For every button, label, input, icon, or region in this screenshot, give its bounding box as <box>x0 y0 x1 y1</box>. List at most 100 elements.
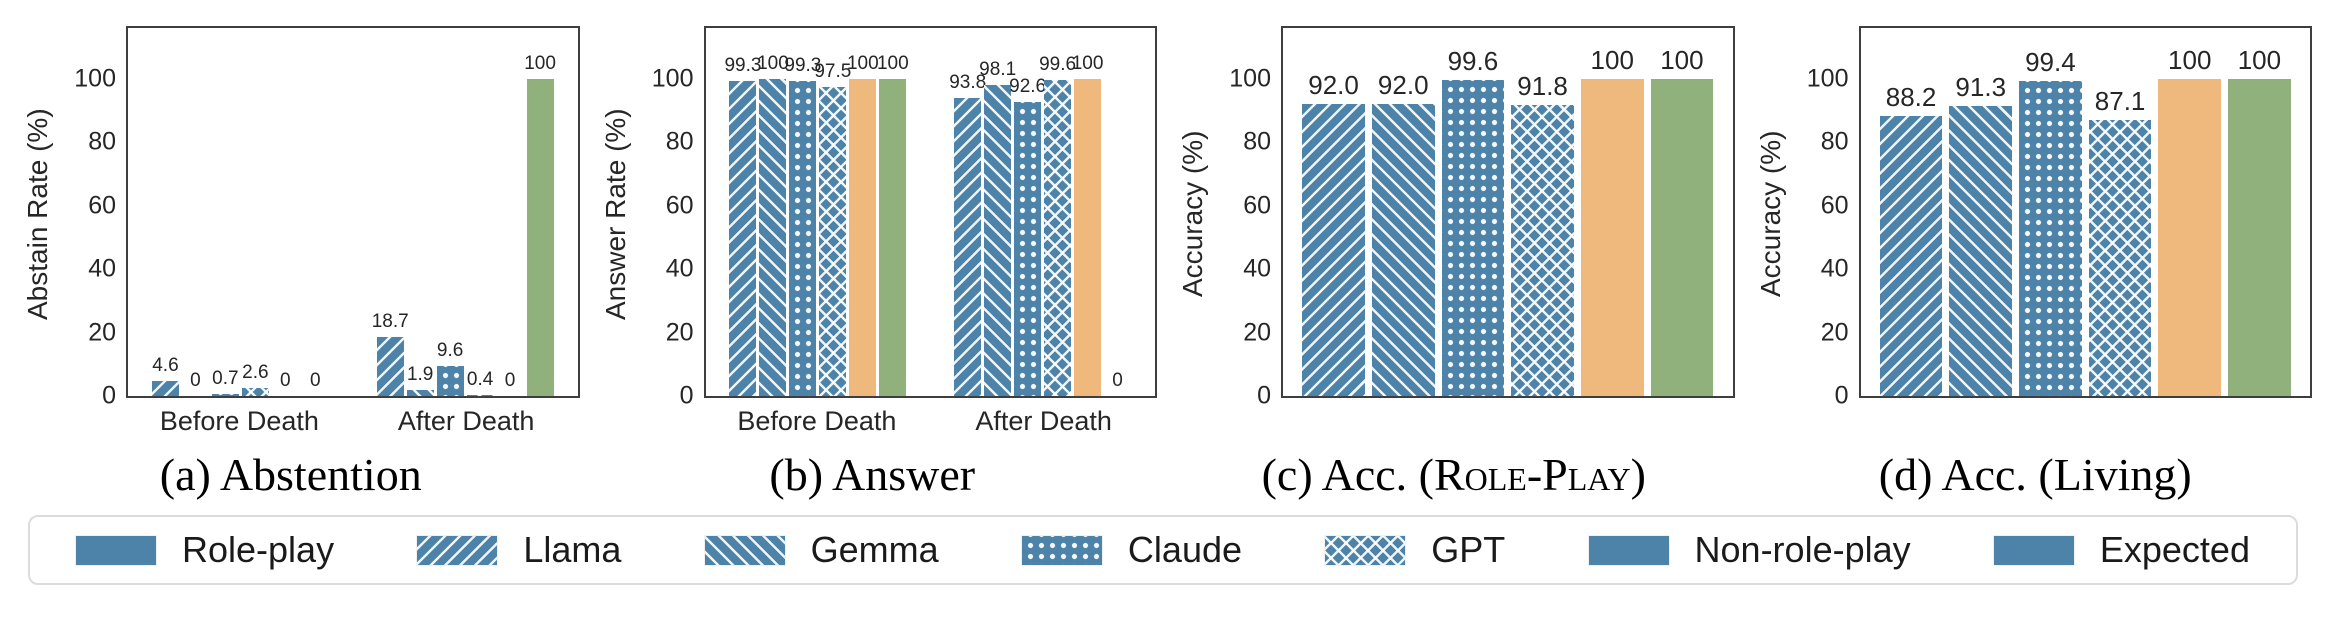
y-tick-label: 0 <box>679 381 694 410</box>
bar-slot: 100 <box>1577 28 1647 396</box>
y-tick-label: 60 <box>1243 191 1271 220</box>
bar-claude <box>2019 80 2082 396</box>
legend-label: Non-role-play <box>1694 529 1911 570</box>
bar-claude <box>1441 80 1505 396</box>
bar-expected <box>1650 78 1714 396</box>
captions-row: (a) Abstention (b) Answer (c) Acc. (Role… <box>0 448 2326 501</box>
bar-value-label: 99.3 <box>784 54 822 76</box>
bar-group: 88.2 91.3 99.4 87.1 100 100 <box>1876 28 2294 396</box>
y-tick-label: 0 <box>1834 381 1849 410</box>
bar-value-label: 99.3 <box>724 54 762 76</box>
x-tick-label <box>1995 406 2176 440</box>
bar-slot: 99.3 <box>724 28 761 396</box>
bar-value-label: 100 <box>846 52 879 74</box>
bar-slot: 1.9 <box>405 28 435 396</box>
bar-slot: 0.4 <box>465 28 495 396</box>
bar-gpt <box>819 86 847 396</box>
bar-slot: 0 <box>300 28 330 396</box>
bar-value-label: 4.6 <box>152 355 179 377</box>
legend-item-claude: Claude <box>1020 529 1242 571</box>
legend-swatch-solid-blue <box>75 534 157 566</box>
legend-label: GPT <box>1431 529 1506 570</box>
y-tick-label: 20 <box>665 318 694 347</box>
legend-item-role-play: Role-play <box>75 529 334 571</box>
bar-group: 18.7 1.9 9.6 0.4 0 100 <box>372 28 556 396</box>
bar-value-label: 100 <box>757 52 789 74</box>
bar-slot: 18.7 <box>372 28 409 396</box>
bar-value-label: 98.1 <box>979 58 1017 80</box>
bar-value-label: 99.6 <box>1447 46 1499 77</box>
bar-claude <box>211 393 239 396</box>
bar-llama <box>1879 116 1943 396</box>
bar-gemma <box>1371 104 1435 396</box>
bar-slot: 99.6 <box>1039 28 1076 396</box>
bar-llama <box>1302 104 1365 396</box>
x-axis-ticks <box>1859 398 2313 440</box>
bar-value-label: 9.6 <box>436 339 464 361</box>
plot-area: 0 20 40 60 80 100 4.6 0 0.7 2.6 0 0 18.7 1.9 9.6 0.4 0 10… <box>74 26 580 408</box>
bar-value-label: 1.9 <box>406 363 434 385</box>
legend-swatch-dots <box>1020 534 1103 566</box>
y-tick-label: 0 <box>102 381 116 410</box>
y-tick-label: 0 <box>1257 381 1271 410</box>
caption-c: (c) Acc. (Role-Play) <box>1163 448 1745 501</box>
bar-slot: 99.6 <box>1438 28 1508 396</box>
x-axis-ticks: Before Death After Death <box>126 398 580 440</box>
bar-claude <box>789 80 817 396</box>
plot-column: 0 20 40 60 80 100 88.2 91.3 99.4 87.1 100 100 <box>1793 26 2313 440</box>
y-axis-label: Abstain Rate (%) <box>22 108 53 320</box>
bar-claude <box>436 365 464 396</box>
caption-c-smallcaps: Role-Play <box>1433 449 1631 500</box>
y-tick-label: 100 <box>1806 64 1849 93</box>
bar-value-label: 100 <box>1071 52 1104 74</box>
bar-llama <box>151 381 179 396</box>
legend-item-llama: Llama <box>416 529 621 571</box>
bar-slot: 0 <box>1103 28 1133 396</box>
bar-llama <box>954 98 982 396</box>
bar-value-label: 100 <box>1590 44 1634 75</box>
bar-value-label: 2.6 <box>242 361 269 383</box>
bar-value-label: 92.0 <box>1377 70 1429 101</box>
bar-gemma <box>406 389 434 396</box>
bar-value-label: 91.8 <box>1517 70 1568 101</box>
bar-non-role-play <box>2158 78 2222 396</box>
y-axis-label: Accuracy (%) <box>1177 130 1208 298</box>
bar-gpt <box>466 394 494 396</box>
bar-value-label: 0.4 <box>466 368 494 390</box>
bar-slot: 0 <box>180 28 210 396</box>
bar-value-label: 92.0 <box>1308 70 1359 101</box>
legend-swatch-hatch-fwd <box>416 534 499 566</box>
bar-slot: 0 <box>270 28 300 396</box>
chart-panel-answer: Answer Rate (%) 0 20 40 60 80 100 99.3 100 99.3 9… <box>586 26 1164 440</box>
y-tick-label: 100 <box>651 64 694 93</box>
bar-group: 99.3 100 99.3 97.5 100 100 <box>724 28 909 396</box>
bar-value-label: 100 <box>2237 44 2282 75</box>
chart-panel-acc-living: Accuracy (%) 0 20 40 60 80 100 88.2 91.3 99.4 87.… <box>1741 26 2319 440</box>
bar-slot: 98.1 <box>979 28 1016 396</box>
bar-slot: 91.8 <box>1508 28 1578 396</box>
y-tick-label: 20 <box>1820 318 1849 347</box>
bar-value-label: 0 <box>310 370 321 391</box>
bar-slot: 100 <box>1647 28 1717 396</box>
y-tick-label: 40 <box>1820 254 1849 283</box>
caption-b: (b) Answer <box>769 449 976 500</box>
y-tick-label: 80 <box>1243 127 1271 156</box>
plot-column: 0 20 40 60 80 100 4.6 0 0.7 2.6 0 0 18.7 1.9 9.6 0.4 0 10… <box>60 26 580 440</box>
bar-gemma <box>984 84 1012 396</box>
bar-expected <box>2228 78 2291 396</box>
bar-value-label: 99.6 <box>1039 54 1077 76</box>
x-tick-label: Before Death <box>159 406 319 436</box>
plot-column: 0 20 40 60 80 100 99.3 100 99.3 97.5 100 100 93.8 98.… <box>638 26 1157 440</box>
bar-llama <box>729 80 757 396</box>
legend-swatch-solid-orange <box>1587 534 1670 566</box>
bar-slot: 99.4 <box>2016 28 2086 396</box>
bar-slot: 91.3 <box>1946 28 2016 396</box>
bar-value-label: 100 <box>1660 44 1704 75</box>
legend: Role-play Llama Gemma Claude GPT Non-role-pla… <box>28 515 2298 585</box>
y-tick-label: 100 <box>74 64 116 93</box>
plot-area: 0 20 40 60 80 100 99.3 100 99.3 97.5 100 100 93.8 98.… <box>652 26 1157 408</box>
bar-slot: 0.7 <box>210 28 240 396</box>
y-tick-label: 40 <box>88 254 116 283</box>
bar-gemma <box>1949 106 2013 396</box>
legend-swatch-cross <box>1324 534 1407 566</box>
